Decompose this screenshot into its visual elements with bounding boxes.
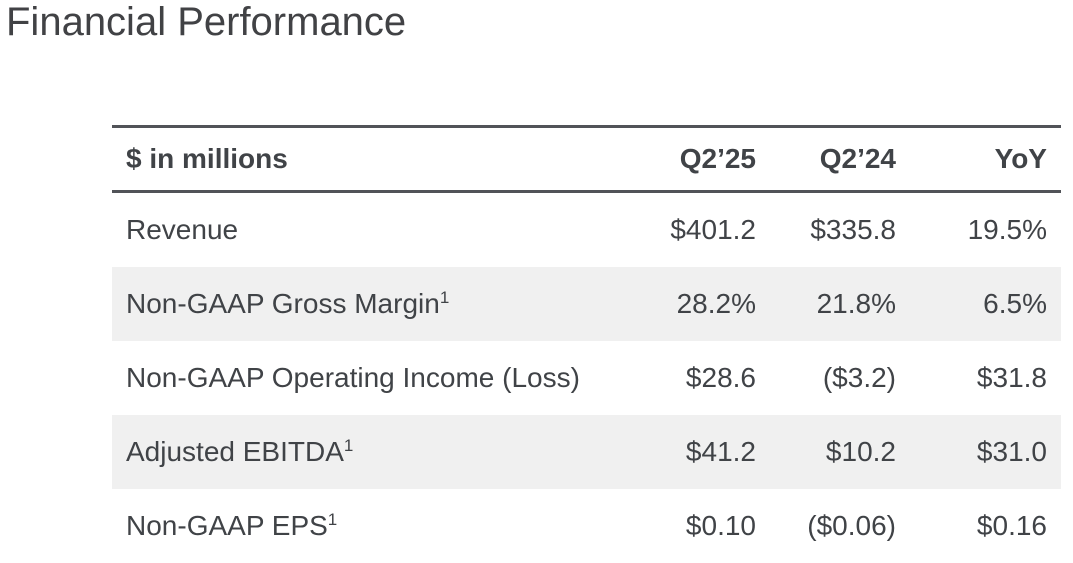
value-yoy: $31.0 xyxy=(976,436,1047,467)
value-q2-24: 21.8% xyxy=(816,288,896,319)
value-q2-25: 28.2% xyxy=(676,288,756,319)
value-yoy: 19.5% xyxy=(967,214,1047,245)
metric-label: Non-GAAP EPS1 xyxy=(112,489,612,563)
value-q2-24: $335.8 xyxy=(810,214,896,245)
metric-label: Non-GAAP Gross Margin1 xyxy=(112,267,612,341)
value-q2-24: ($0.06) xyxy=(807,510,896,541)
table-row-adjusted-ebitda: Adjusted EBITDA1 $41.2 $10.2 $31.0 xyxy=(112,415,1061,489)
value-q2-24: $10.2 xyxy=(825,436,896,467)
value-q2-25: $401.2 xyxy=(670,214,756,245)
footnote-marker: 1 xyxy=(439,288,450,307)
financial-performance-table: $ in millions Q2’25 Q2’24 YoY Revenue $4… xyxy=(112,125,1061,563)
footnote-marker: 1 xyxy=(343,436,354,455)
value-yoy: $0.16 xyxy=(976,510,1047,541)
value-q2-25: $28.6 xyxy=(685,362,756,393)
footnote-marker: 1 xyxy=(327,510,338,529)
table-header-row: $ in millions Q2’25 Q2’24 YoY xyxy=(112,126,1061,193)
metric-label-text: Non-GAAP Operating Income (Loss) xyxy=(126,362,580,393)
column-header-q2-25: Q2’25 xyxy=(612,126,757,193)
metric-label: Non-GAAP Operating Income (Loss) xyxy=(112,341,612,415)
financial-table-container: $ in millions Q2’25 Q2’24 YoY Revenue $4… xyxy=(112,125,1061,563)
metric-label-text: Non-GAAP Gross Margin xyxy=(126,288,440,319)
table-row-revenue: Revenue $401.2 $335.8 19.5% xyxy=(112,192,1061,268)
value-q2-24: ($3.2) xyxy=(822,362,896,393)
value-q2-25: $41.2 xyxy=(685,436,756,467)
metric-label-text: Non-GAAP EPS xyxy=(126,510,328,541)
page-title: Financial Performance xyxy=(6,0,407,44)
column-header-units: $ in millions xyxy=(112,126,612,193)
metric-label: Adjusted EBITDA1 xyxy=(112,415,612,489)
column-header-yoy: YoY xyxy=(897,126,1061,193)
table-row-non-gaap-eps: Non-GAAP EPS1 $0.10 ($0.06) $0.16 xyxy=(112,489,1061,563)
value-yoy: 6.5% xyxy=(983,288,1047,319)
table-row-gross-margin: Non-GAAP Gross Margin1 28.2% 21.8% 6.5% xyxy=(112,267,1061,341)
metric-label-text: Revenue xyxy=(126,214,239,245)
value-q2-25: $0.10 xyxy=(685,510,756,541)
metric-label: Revenue xyxy=(112,192,612,268)
value-yoy: $31.8 xyxy=(976,362,1047,393)
column-header-q2-24: Q2’24 xyxy=(757,126,897,193)
table-row-operating-income: Non-GAAP Operating Income (Loss) $28.6 (… xyxy=(112,341,1061,415)
metric-label-text: Adjusted EBITDA xyxy=(126,436,344,467)
